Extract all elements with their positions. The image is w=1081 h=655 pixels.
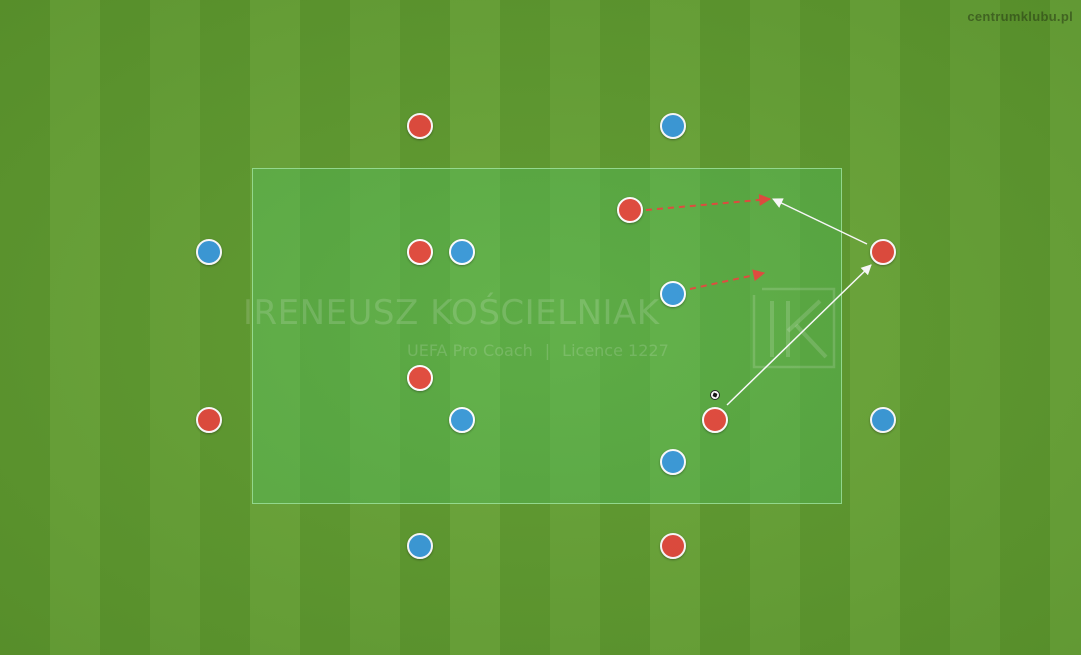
- player-red[interactable]: [617, 197, 643, 223]
- player-blue[interactable]: [660, 113, 686, 139]
- player-blue[interactable]: [660, 449, 686, 475]
- player-red[interactable]: [407, 365, 433, 391]
- ball-icon[interactable]: [710, 390, 720, 400]
- run-arrow-top: [645, 193, 772, 211]
- player-red[interactable]: [407, 239, 433, 265]
- player-red[interactable]: [196, 407, 222, 433]
- playing-zone: [252, 168, 842, 504]
- player-blue[interactable]: [407, 533, 433, 559]
- player-red[interactable]: [870, 239, 896, 265]
- player-red[interactable]: [702, 407, 728, 433]
- pass-arrow-diagonal: [726, 264, 872, 406]
- player-blue[interactable]: [660, 281, 686, 307]
- pass-arrow-right: [772, 198, 868, 245]
- watermark-name: IRENEUSZ KOŚCIELNIAK: [243, 293, 660, 333]
- run-arrow-middle: [689, 269, 766, 290]
- player-blue[interactable]: [870, 407, 896, 433]
- player-red[interactable]: [407, 113, 433, 139]
- player-blue[interactable]: [449, 407, 475, 433]
- player-blue[interactable]: [196, 239, 222, 265]
- player-blue[interactable]: [449, 239, 475, 265]
- brand-label: centrumklubu.pl: [967, 9, 1073, 24]
- watermark-logo-icon: [752, 287, 836, 369]
- watermark-subtitle: UEFA Pro Coach | Licence 1227: [407, 341, 669, 360]
- watermark-role: UEFA Pro Coach: [407, 341, 533, 360]
- watermark-separator: |: [544, 341, 551, 360]
- watermark-licence: Licence 1227: [562, 341, 669, 360]
- player-red[interactable]: [660, 533, 686, 559]
